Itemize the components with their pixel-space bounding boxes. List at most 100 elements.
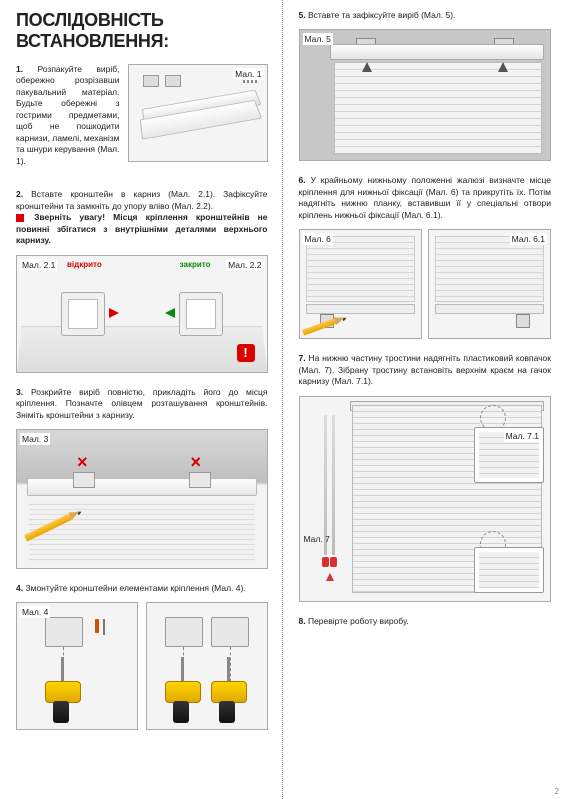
- slats-icon: [29, 500, 255, 562]
- arrow-up-icon: [362, 62, 372, 72]
- right-column: 5. Вставте та зафіксуйте виріб (Мал. 5).…: [283, 0, 565, 799]
- figure-1: Мал. 1: [128, 64, 268, 162]
- figure-7-label: Мал. 7: [302, 533, 332, 545]
- step-4-num: 4.: [16, 583, 23, 593]
- drill-bit-icon: [227, 657, 230, 681]
- wall-plug-icon: [95, 619, 99, 633]
- step-1: Мал. 1 1. Розпакуйте виріб, обережно роз…: [16, 64, 268, 175]
- bracket-icon: [165, 75, 181, 87]
- open-label: відкрито: [67, 260, 102, 269]
- drill-body-icon: [211, 681, 247, 703]
- step-7-body: На нижню частину тростини надягніть плас…: [299, 353, 552, 386]
- top-rail-icon: [27, 478, 257, 496]
- step-7-num: 7.: [299, 353, 306, 363]
- bracket-icon: [45, 617, 83, 647]
- step-6-body: У крайньому нижньому положенні жалюзі ви…: [299, 175, 552, 219]
- drill-icon: [207, 681, 253, 727]
- closed-label: закрито: [180, 260, 211, 269]
- bracket-icon: [143, 75, 159, 87]
- figure-4b: [146, 602, 268, 730]
- step-5-text: 5. Вставте та зафіксуйте виріб (Мал. 5).: [299, 10, 552, 21]
- step-7-text: 7. На нижню частину тростини надягніть п…: [299, 353, 552, 387]
- figure-6-1-label: Мал. 6.1: [510, 233, 547, 245]
- slats-icon: [479, 552, 539, 588]
- slats-icon: [334, 62, 543, 154]
- bracket-icon: [189, 472, 211, 488]
- step-8-num: 8.: [299, 616, 306, 626]
- figure-3: Мал. 3 × ×: [16, 429, 268, 569]
- step-3: 3. Розкрийте виріб повністю, прикладіть …: [16, 387, 268, 569]
- bracket-icon: [165, 617, 203, 647]
- arrow-left-icon: [165, 308, 175, 318]
- step-4: 4. Змонтуйте кронштейни елементами кріпл…: [16, 583, 268, 730]
- arrow-up-icon: [498, 62, 508, 72]
- x-mark-icon: ×: [191, 456, 207, 472]
- step-6: 6. У крайньому нижньому положенні жалюзі…: [299, 175, 552, 339]
- figure-4-group: Мал. 4: [16, 602, 268, 730]
- window-sill-icon: [17, 326, 267, 372]
- step-5: 5. Вставте та зафіксуйте виріб (Мал. 5).…: [299, 10, 552, 161]
- step-2: 2. Вставте кронштейн в карниз (Мал. 2.1)…: [16, 189, 268, 372]
- step-4-body: Змонтуйте кронштейни елементами кріпленн…: [25, 583, 245, 593]
- figure-2-2-label: Мал. 2.2: [226, 259, 263, 271]
- figure-4-label: Мал. 4: [20, 606, 50, 618]
- wand-cap-icon: [322, 557, 329, 567]
- step-6-text: 6. У крайньому нижньому положенні жалюзі…: [299, 175, 552, 221]
- page-title: ПОСЛІДОВНІСТЬ ВСТАНОВЛЕННЯ:: [16, 10, 268, 52]
- drill-grip-icon: [53, 701, 69, 723]
- step-2-num: 2.: [16, 189, 23, 199]
- drill-bit-icon: [61, 657, 64, 681]
- drill-grip-icon: [173, 701, 189, 723]
- step-2-warning: Зверніть увагу! Місця кріплення кронштей…: [16, 212, 268, 245]
- step-5-body: Вставте та зафіксуйте виріб (Мал. 5).: [308, 10, 455, 20]
- slats-icon: [435, 236, 544, 302]
- figure-5-label: Мал. 5: [303, 33, 333, 45]
- page-number: 2: [555, 787, 559, 796]
- wand-icon: [332, 415, 335, 555]
- drill-body-icon: [165, 681, 201, 703]
- step-2-text: 2. Вставте кронштейн в карниз (Мал. 2.1)…: [16, 189, 268, 246]
- figure-6-group: Мал. 6 Мал. 6.1: [299, 229, 552, 339]
- step-8-text: 8. Перевірте роботу виробу.: [299, 616, 552, 627]
- step-6-num: 6.: [299, 175, 306, 185]
- screw-icon: [103, 619, 105, 635]
- figure-7-1-zoom-top: Мал. 7.1: [474, 427, 544, 483]
- bottom-fixing-icon: [516, 314, 530, 328]
- step-1-num: 1.: [16, 64, 23, 74]
- warning-badge-icon: !: [237, 344, 255, 362]
- left-column: ПОСЛІДОВНІСТЬ ВСТАНОВЛЕННЯ: Мал. 1 1. Ро…: [0, 0, 283, 799]
- x-mark-icon: ×: [77, 456, 93, 472]
- drill-bit-icon: [181, 657, 184, 681]
- slats-icon: [306, 236, 415, 302]
- arrow-up-red-icon: [326, 573, 334, 581]
- step-7: 7. На нижню частину тростини надягніть п…: [299, 353, 552, 601]
- step-3-text: 3. Розкрийте виріб повністю, прикладіть …: [16, 387, 268, 421]
- figure-7-1-label: Мал. 7.1: [504, 430, 541, 442]
- figure-6-label: Мал. 6: [303, 233, 333, 245]
- step-2-body: Вставте кронштейн в карниз (Мал. 2.1). З…: [16, 189, 268, 210]
- drill-body-icon: [45, 681, 81, 703]
- bottom-rail-icon: [306, 304, 415, 314]
- step-5-num: 5.: [299, 10, 306, 20]
- figure-2-1-label: Мал. 2.1: [20, 259, 57, 271]
- top-rail-icon: [330, 44, 545, 60]
- step-3-body: Розкрийте виріб повністю, прикладіть йог…: [16, 387, 268, 420]
- step-1-body: Розпакуйте виріб, обережно розрізавши па…: [16, 64, 120, 166]
- figure-6-1: Мал. 6.1: [428, 229, 551, 339]
- figure-7-1-zoom-bottom: [474, 547, 544, 593]
- step-4-text: 4. Змонтуйте кронштейни елементами кріпл…: [16, 583, 268, 594]
- step-3-num: 3.: [16, 387, 23, 397]
- figure-5: Мал. 5: [299, 29, 552, 161]
- drill-icon: [161, 681, 207, 727]
- drill-icon: [41, 681, 87, 727]
- bracket-closed-icon: [179, 292, 223, 336]
- figure-1-label: Мал. 1: [233, 68, 263, 80]
- warning-icon: [16, 214, 24, 222]
- figure-6: Мал. 6: [299, 229, 422, 339]
- bracket-icon: [211, 617, 249, 647]
- drill-grip-icon: [219, 701, 235, 723]
- figure-7: Мал. 7 Мал. 7.1: [299, 396, 552, 602]
- figure-3-label: Мал. 3: [20, 433, 50, 445]
- figure-4a: Мал. 4: [16, 602, 138, 730]
- arrow-right-icon: [109, 308, 119, 318]
